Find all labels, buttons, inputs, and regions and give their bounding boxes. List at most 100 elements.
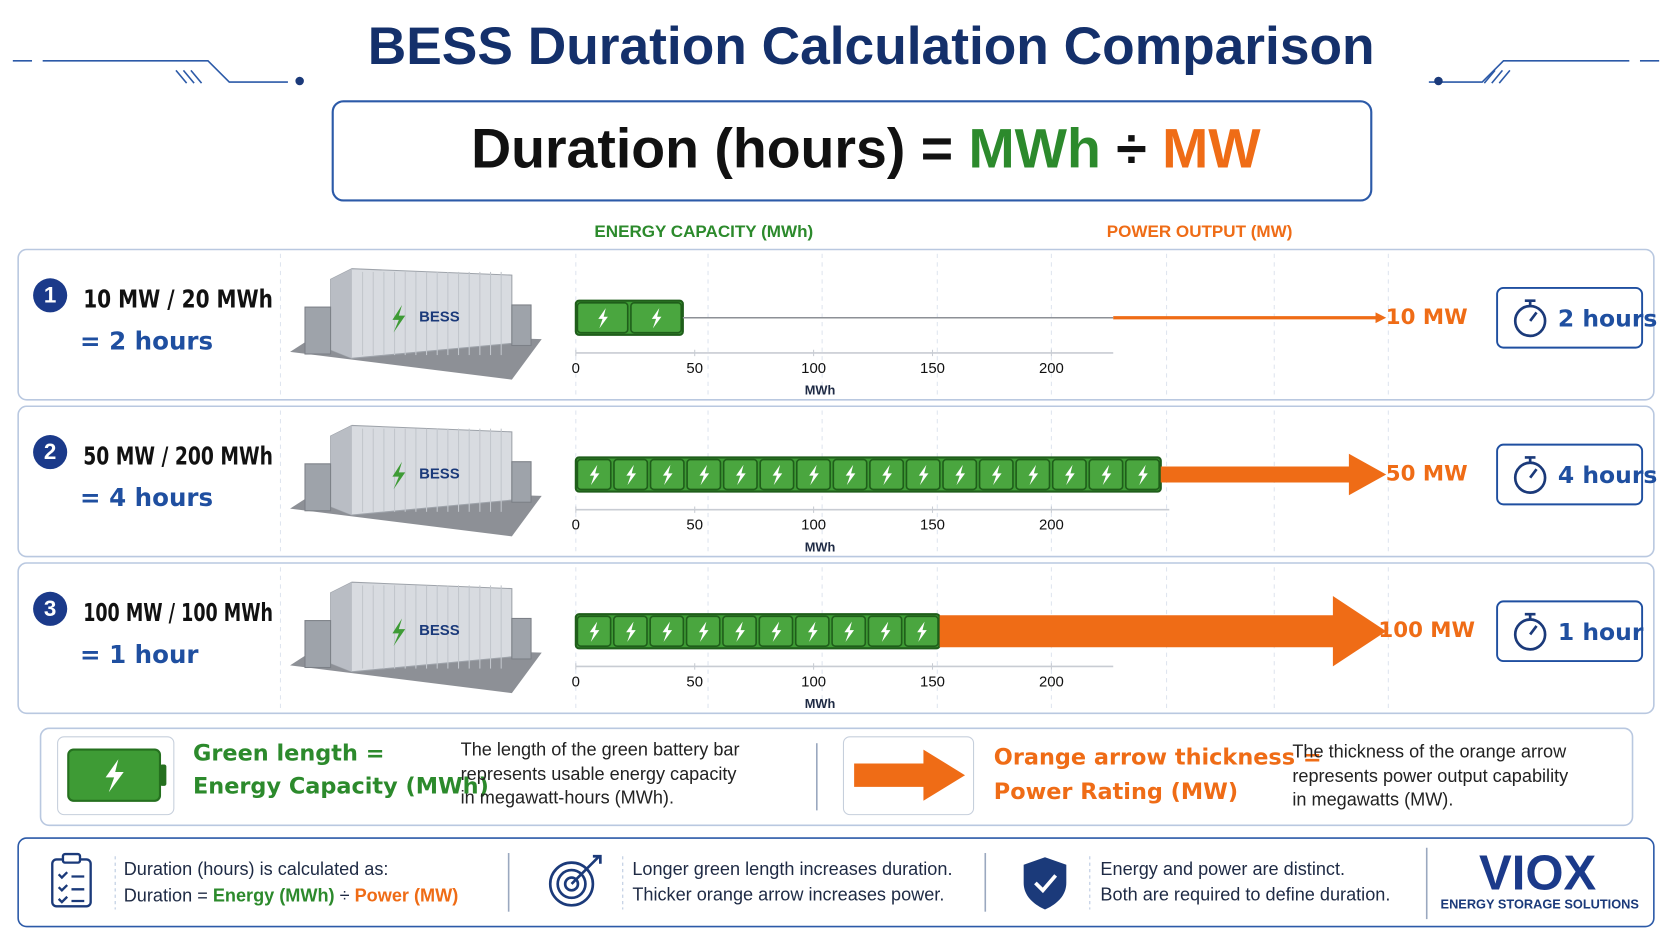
clipboard-icon [51,852,92,908]
axis-unit: MWh [805,539,836,554]
shield-icon [1023,857,1067,910]
cell-bolt [808,621,818,642]
cell-bolt [1101,464,1112,486]
footer-note: Both are required to define duration. [1100,884,1390,904]
footer-formula-part: Energy (MWh) [213,886,335,906]
duration-badge [1496,286,1644,349]
cabinet [304,463,332,512]
cell-bolt [736,464,746,486]
bolt-icon [105,759,124,793]
legend-power-desc: in megawatts (MW). [1292,790,1453,810]
cell-bolt [880,621,891,642]
tick-label: 200 [1039,360,1064,377]
tick-label: 200 [1039,673,1064,690]
tick-label: 100 [801,673,826,690]
row-rating: 10 MW / 20 MWh [83,285,273,314]
axis-unit: MWh [805,696,836,711]
row-number-badge [33,591,68,626]
row-result: = 4 hours [80,483,213,512]
cell-bolt [699,464,710,486]
brand-name: VIOX [1479,846,1596,900]
row: 1 10 MW / 20 MWh = 2 hours BESS 0 50 100 150 200… [17,248,1657,401]
battery-terminal [159,764,167,786]
stopwatch-top [1524,612,1538,636]
row-number: 2 [44,439,56,464]
power-label: 50 MW [1386,461,1468,486]
stopwatch-top [1524,299,1538,322]
cell-bolt [917,621,927,642]
legend-energy-desc: The length of the green battery bar [461,739,740,759]
tick-label: 100 [801,360,826,377]
duration-badge [1496,600,1644,663]
tick-label: 100 [801,517,826,534]
cell-bolt [809,464,819,486]
cell-bolt [698,621,709,642]
formula: Duration (hours) = MWh ÷ MW [471,117,1261,179]
row-result: = 1 hour [80,640,199,669]
decor-dot [1434,76,1443,86]
tick-label: 50 [686,517,703,534]
cell-bolt [955,464,966,486]
cell-bolt [1065,464,1075,486]
row: 2 50 MW / 200 MWh = 4 hours BESS 0 50 100 150 20… [17,405,1657,558]
arrow-icon [854,749,966,801]
cell-bolt [626,621,636,642]
duration-badge [1496,443,1644,506]
footer-formula: Duration = Energy (MWh) ÷ Power (MW) [124,886,459,906]
power-header: POWER OUTPUT (MW) [1107,222,1293,241]
row-number-badge [33,278,68,313]
cell-bolt [626,464,636,486]
row-number: 3 [44,596,56,621]
container-label: BESS [419,465,460,482]
formula-power: MW [1162,117,1261,179]
legend-box [39,727,1634,827]
legend-power-title: Power Rating (MW) [994,779,1238,805]
container-front [330,582,352,672]
cell-bolt [589,621,600,642]
brand-tagline: ENERGY STORAGE SOLUTIONS [1441,897,1640,912]
cell-bolt [882,464,892,486]
cabinet [304,306,332,355]
cell-bolt [771,621,782,642]
cabinet [511,304,532,347]
cell-bolt [589,464,600,486]
row-rating: 50 MW / 200 MWh [83,441,273,470]
container-front [330,425,352,516]
container-bolt [392,618,406,647]
stopwatch-top [1524,456,1538,479]
container-label: BESS [419,309,460,326]
cell-bolt [1028,464,1039,486]
decor-dot [295,76,304,86]
header-decor [12,59,1660,84]
row: 3 100 MW / 100 MWh = 1 hour BESS 0 50 100 150 20… [17,562,1655,715]
cell-bolt [844,621,855,642]
footer-tip: Thicker orange arrow increases power. [632,884,944,904]
footer-intro: Duration (hours) is calculated as: [124,859,389,879]
legend-energy-desc: represents usable energy capacity [461,764,738,784]
tick-label: 0 [572,673,580,690]
formula-lhs: Duration (hours) = [471,117,953,179]
container-bolt [392,461,406,490]
cell-bolt [845,464,856,486]
cell-bolt [598,308,608,329]
formula-op: ÷ [1116,117,1146,179]
cell-bolt [1138,464,1148,486]
tick-label: 0 [572,517,580,534]
legend-power-title: Orange arrow thickness = [994,745,1322,771]
legend-energy-desc: in megawatt-hours (MWh). [461,787,674,807]
row-rating: 100 MW / 100 MWh [83,598,273,627]
axis-unit: MWh [805,383,836,398]
power-label: 100 MW [1378,618,1475,643]
container-front [330,268,352,359]
power-arrow [939,596,1387,667]
tick-label: 150 [920,673,945,690]
cell-bolt [772,464,783,486]
power-arrow [1113,312,1387,324]
cabinet [511,617,532,660]
cell-bolt [918,464,929,486]
footer-tip: Longer green length increases duration. [632,859,952,879]
cell-bolt [662,621,673,642]
legend-power-desc: represents power output capability [1292,766,1569,786]
